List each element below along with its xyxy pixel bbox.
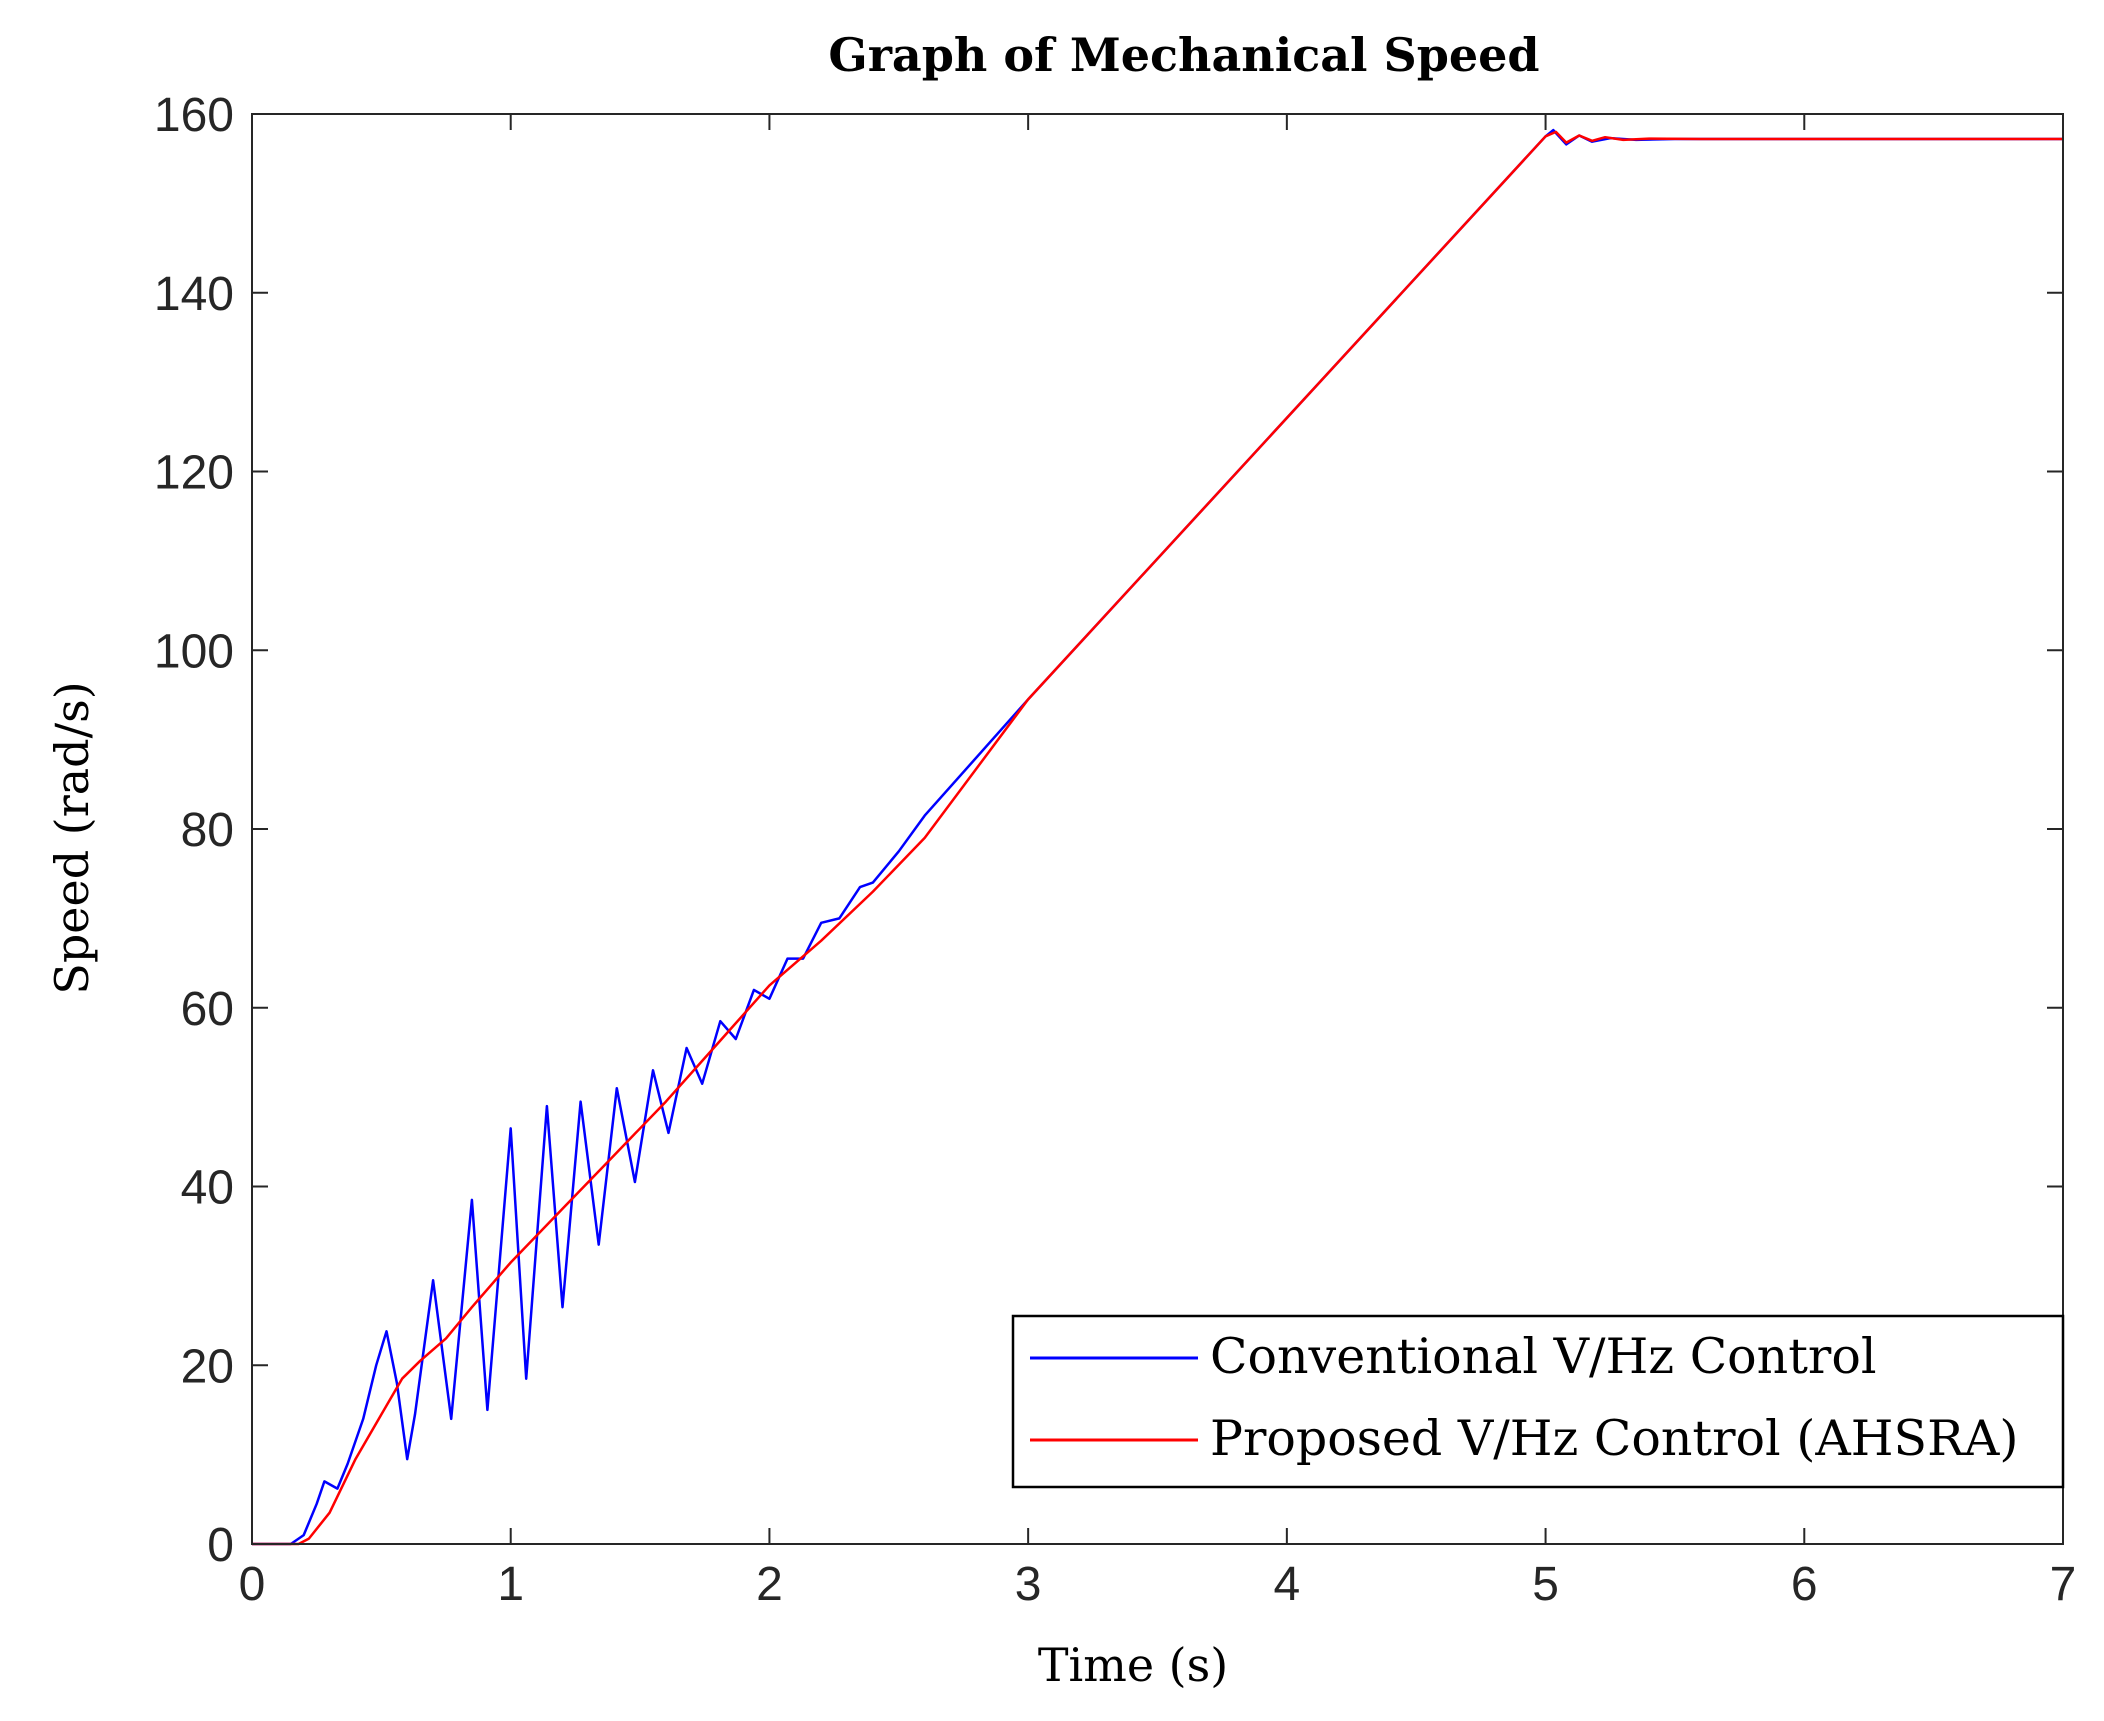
x-tick-label: 2	[756, 1558, 783, 1611]
x-tick-label: 6	[1791, 1558, 1818, 1611]
y-tick-label: 160	[154, 89, 234, 142]
legend-label-proposed: Proposed V/Hz Control (AHSRA)	[1210, 1410, 2018, 1467]
x-tick-label: 4	[1274, 1558, 1301, 1611]
legend-label-conventional: Conventional V/Hz Control	[1210, 1328, 1877, 1385]
y-axis-label: Speed (rad/s)	[45, 681, 99, 994]
x-tick-label: 5	[1532, 1558, 1559, 1611]
y-tick-label: 40	[181, 1162, 234, 1215]
y-tick-label: 80	[181, 804, 234, 857]
y-tick-label: 20	[181, 1340, 234, 1393]
y-tick-label: 60	[181, 983, 234, 1036]
y-tick-label: 140	[154, 268, 234, 321]
x-tick-label: 3	[1015, 1558, 1042, 1611]
y-tick-label: 0	[207, 1519, 234, 1572]
legend-box	[1011, 1314, 2065, 1489]
series-line-1	[252, 130, 2063, 1546]
y-tick-label: 120	[154, 447, 234, 500]
x-axis-label: Time (s)	[1038, 1638, 1228, 1692]
axes: 0 1 2 3 4 5 6 7 0 20 40 60 80 100 120 140 160	[154, 89, 2076, 1611]
x-tick-label: 7	[2050, 1558, 2077, 1611]
x-tick-label: 0	[239, 1558, 266, 1611]
chart-title: Graph of Mechanical Speed	[828, 28, 1539, 82]
plot-area	[252, 128, 2063, 1546]
legend: Conventional V/Hz Control Proposed V/Hz …	[1011, 1314, 2065, 1489]
y-tick-label: 100	[154, 625, 234, 678]
x-tick-label: 1	[497, 1558, 524, 1611]
